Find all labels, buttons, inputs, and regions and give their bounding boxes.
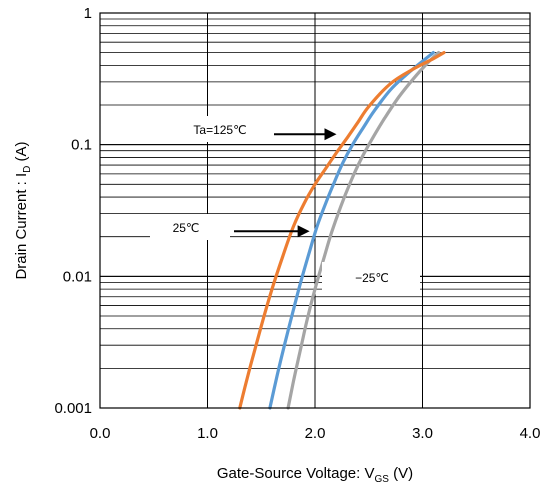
y-axis-title: Drain Current : ID (A) <box>13 141 33 279</box>
series-line-0 <box>238 51 446 410</box>
series-line-1 <box>268 51 435 410</box>
y-tick-label-0: 0.001 <box>54 400 92 417</box>
x-axis-title: Gate-Source Voltage: VGS (V) <box>217 465 413 485</box>
y-tick-label-3: 1 <box>84 5 92 22</box>
y-axis-title-main: Drain Current : I <box>13 173 30 280</box>
y-tick-label-2: 0.1 <box>71 137 92 154</box>
x-axis-title-unit: (V) <box>389 465 413 482</box>
series-layer <box>238 51 446 410</box>
y-tick-labels: 0.001 0.01 0.1 1 <box>54 5 92 417</box>
plot-frame <box>99 12 531 409</box>
y-tick-label-1: 0.01 <box>63 268 92 285</box>
annotation-arrowhead-0 <box>324 128 337 141</box>
annotation-label-2: −25℃ <box>355 271 389 285</box>
annotations: Ta=125℃ 25℃ −25℃ <box>150 116 420 292</box>
annotation-label-1: 25℃ <box>173 221 200 235</box>
x-axis-title-sub: GS <box>374 474 389 485</box>
y-axis-title-unit: (A) <box>13 141 30 165</box>
annotation-arrowhead-1 <box>297 225 310 238</box>
annotation-label-0: Ta=125℃ <box>193 123 246 137</box>
y-axis-title-sub: D <box>22 166 33 173</box>
x-tick-label-4: 4.0 <box>520 425 541 442</box>
x-axis-title-main: Gate-Source Voltage: V <box>217 465 375 482</box>
x-tick-label-0: 0.0 <box>90 425 111 442</box>
x-tick-labels: 0.0 1.0 2.0 3.0 4.0 <box>90 425 541 442</box>
y-axis-title-group: Drain Current : ID (A) <box>13 141 33 279</box>
x-tick-label-2: 2.0 <box>305 425 326 442</box>
x-tick-label-1: 1.0 <box>197 425 218 442</box>
series-line-2 <box>286 51 441 410</box>
annotation-box-1 <box>150 214 230 240</box>
annotation-box-0 <box>170 116 270 142</box>
annotation-box-2 <box>322 262 420 292</box>
x-tick-label-3: 3.0 <box>412 425 433 442</box>
